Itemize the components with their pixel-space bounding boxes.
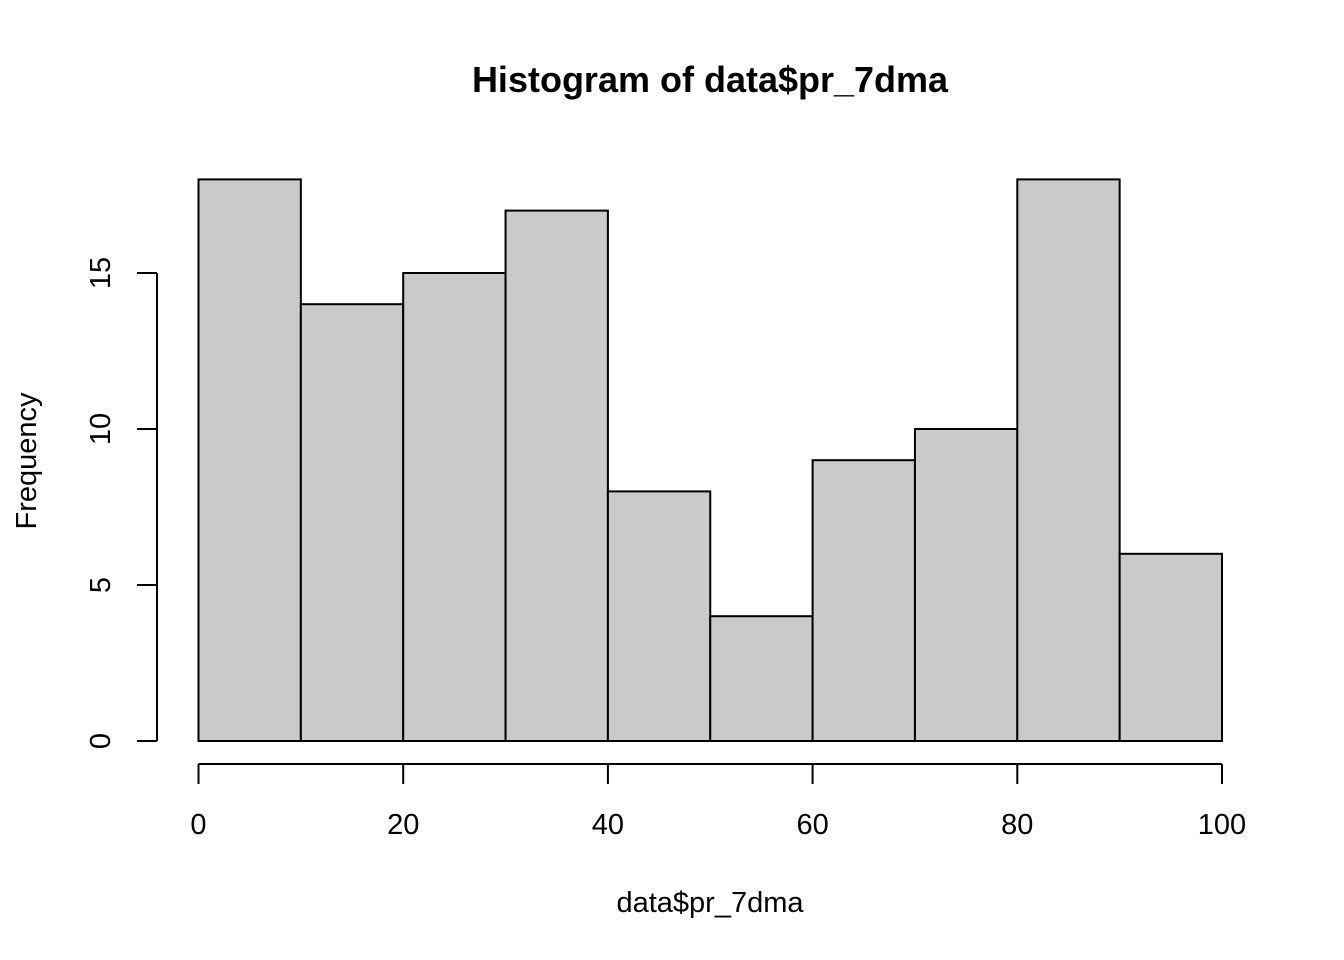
histogram-bar [811,459,916,742]
histogram-bar [299,303,405,742]
y-tick-label: 5 [85,577,117,593]
histogram-bar [1016,178,1121,742]
histogram-bar [606,490,712,742]
y-tick-label: 0 [85,733,117,749]
histogram-bar [402,272,507,742]
y-axis: 0 5 10 15 [85,257,158,749]
x-axis: 0 20 40 60 80 100 [190,763,1246,841]
x-tick-label: 40 [592,809,624,841]
histogram-bar [504,209,609,743]
histogram-bar [913,428,1019,742]
y-axis-label: Frequency [11,392,43,530]
bars-group [197,178,1224,743]
y-tick-label: 10 [85,413,117,445]
x-tick-label: 60 [796,809,828,841]
x-axis-label: data$pr_7dma [616,887,804,919]
chart-title: Histogram of data$pr_7dma [472,59,949,100]
x-tick-label: 0 [190,809,206,841]
histogram-bar [197,178,302,742]
histogram-bar [709,615,814,743]
y-tick-label: 15 [85,257,117,289]
x-tick-label: 20 [387,809,419,841]
x-tick-label: 80 [1001,809,1033,841]
histogram-bar [1118,552,1224,742]
x-tick-label: 100 [1198,809,1246,841]
